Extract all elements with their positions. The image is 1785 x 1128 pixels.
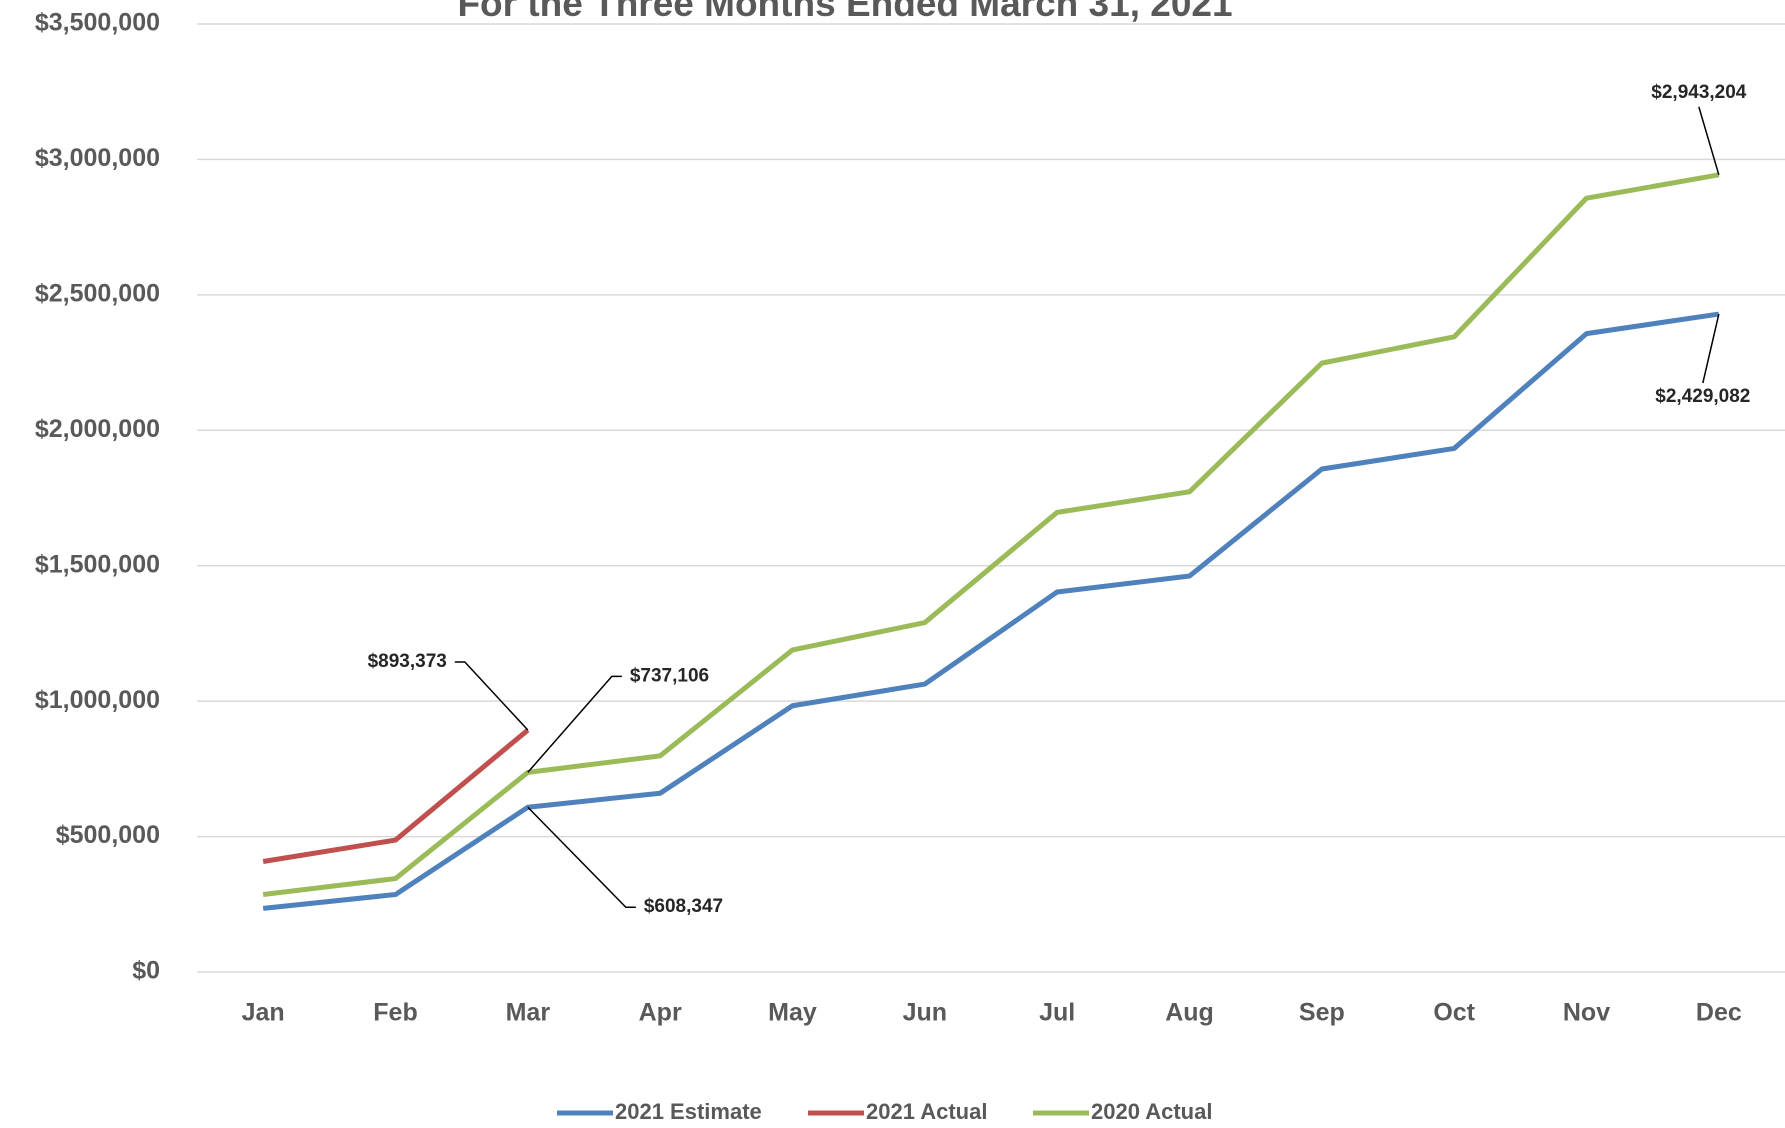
x-tick-label: Jul	[1039, 999, 1075, 1027]
data-label: $2,429,082	[1655, 386, 1750, 407]
x-tick-label: Oct	[1433, 999, 1475, 1027]
x-tick-label: Apr	[639, 999, 682, 1027]
y-tick-label: $3,500,000	[35, 9, 160, 37]
y-tick-label: $1,500,000	[35, 550, 160, 578]
legend-label: 2021 Actual	[866, 1099, 987, 1124]
x-tick-label: Nov	[1563, 999, 1610, 1027]
series-line	[262, 172, 1720, 898]
x-tick-label: Jan	[242, 999, 285, 1027]
series-line	[262, 311, 1720, 911]
leader-line	[1702, 313, 1720, 384]
data-label: $893,373	[368, 651, 447, 672]
y-tick-label: $1,000,000	[35, 686, 160, 714]
leader-line	[527, 675, 622, 773]
x-tick-label: May	[768, 999, 817, 1027]
y-tick-label: $0	[132, 957, 160, 985]
leader-line	[454, 661, 529, 731]
legend-label: 2021 Estimate	[615, 1099, 762, 1124]
x-tick-label: Jun	[903, 999, 947, 1027]
data-label: $737,106	[630, 665, 709, 686]
legend-label: 2020 Actual	[1091, 1099, 1212, 1124]
y-tick-label: $2,000,000	[35, 415, 160, 443]
y-tick-label: $3,000,000	[35, 144, 160, 172]
chart-title: For the Three Months Ended March 31, 202…	[457, 0, 1232, 24]
x-tick-label: Mar	[506, 999, 551, 1027]
x-tick-label: Dec	[1696, 999, 1742, 1027]
x-tick-label: Aug	[1165, 999, 1214, 1027]
y-tick-label: $500,000	[56, 821, 160, 849]
data-label: $2,943,204	[1651, 82, 1747, 103]
leader-line	[527, 806, 636, 908]
x-tick-label: Feb	[373, 999, 417, 1027]
leader-line	[1698, 106, 1720, 176]
x-tick-label: Sep	[1299, 999, 1345, 1027]
series-line	[262, 728, 530, 864]
y-tick-label: $2,500,000	[35, 279, 160, 307]
data-label: $608,347	[644, 896, 723, 917]
